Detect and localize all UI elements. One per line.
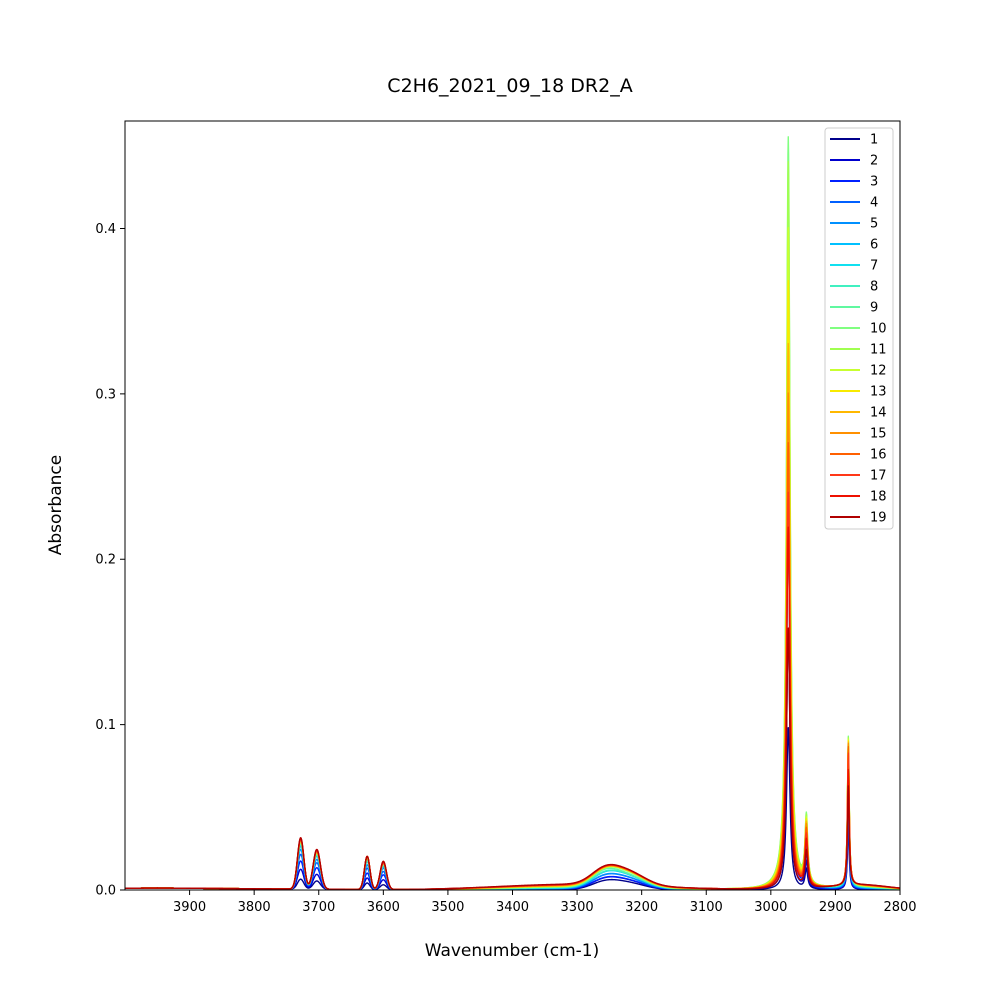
legend-item: 19 bbox=[830, 511, 887, 526]
x-tick-label: 3700 bbox=[302, 900, 335, 915]
y-tick-label: 0.1 bbox=[95, 718, 116, 733]
legend-label: 14 bbox=[870, 406, 887, 421]
legend-item: 18 bbox=[830, 490, 887, 505]
legend-label: 13 bbox=[870, 385, 887, 400]
legend-item: 7 bbox=[830, 259, 878, 274]
x-tick-label: 3900 bbox=[173, 900, 206, 915]
x-tick-label: 3500 bbox=[431, 900, 464, 915]
legend-label: 16 bbox=[870, 448, 887, 463]
legend-label: 6 bbox=[870, 238, 878, 253]
legend-label: 19 bbox=[870, 511, 887, 526]
y-tick-label: 0.3 bbox=[95, 387, 116, 402]
y-tick-label: 0.2 bbox=[95, 553, 116, 568]
legend-item: 10 bbox=[830, 322, 887, 337]
x-tick-label: 3100 bbox=[690, 900, 723, 915]
x-tick-label: 3600 bbox=[367, 900, 400, 915]
y-axis-label: Absorbance bbox=[46, 455, 66, 555]
legend-label: 9 bbox=[870, 301, 878, 316]
x-tick-label: 3300 bbox=[561, 900, 594, 915]
legend-item: 6 bbox=[830, 238, 878, 253]
legend-item: 1 bbox=[830, 133, 878, 148]
y-tick-label: 0.4 bbox=[95, 222, 116, 237]
legend-item: 13 bbox=[830, 385, 887, 400]
legend-label: 1 bbox=[870, 133, 878, 148]
legend-label: 17 bbox=[870, 469, 887, 484]
x-tick-label: 3000 bbox=[754, 900, 787, 915]
legend-label: 5 bbox=[870, 217, 878, 232]
legend-item: 12 bbox=[830, 364, 887, 379]
y-tick-label: 0.0 bbox=[95, 884, 116, 899]
legend-label: 15 bbox=[870, 427, 887, 442]
x-axis-label: Wavenumber (cm-1) bbox=[425, 941, 600, 961]
x-tick-label: 3400 bbox=[496, 900, 529, 915]
x-tick-label: 2900 bbox=[819, 900, 852, 915]
y-axis: 0.0 0.1 0.2 0.3 0.4 bbox=[95, 222, 125, 899]
legend-label: 18 bbox=[870, 490, 887, 505]
x-axis: 3900 3800 3700 3600 3500 3400 3300 3200 3100 3000… bbox=[173, 890, 917, 915]
legend-item: 2 bbox=[830, 154, 878, 169]
legend-label: 4 bbox=[870, 196, 878, 211]
series-layer bbox=[125, 136, 900, 890]
legend-label: 8 bbox=[870, 280, 878, 295]
x-tick-label: 3800 bbox=[238, 900, 271, 915]
legend-label: 3 bbox=[870, 175, 878, 190]
legend-item: 16 bbox=[830, 448, 887, 463]
series-line-19 bbox=[125, 627, 900, 890]
legend-item: 3 bbox=[830, 175, 878, 190]
legend-item: 4 bbox=[830, 196, 878, 211]
legend-item: 9 bbox=[830, 301, 878, 316]
chart-title: C2H6_2021_09_18 DR2_A bbox=[387, 75, 632, 97]
legend-item: 5 bbox=[830, 217, 878, 232]
legend-label: 11 bbox=[870, 343, 887, 358]
x-tick-label: 3200 bbox=[625, 900, 658, 915]
legend-label: 10 bbox=[870, 322, 887, 337]
legend-label: 12 bbox=[870, 364, 887, 379]
legend-label: 2 bbox=[870, 154, 878, 169]
legend-item: 11 bbox=[830, 343, 887, 358]
legend-item: 17 bbox=[830, 469, 887, 484]
legend-item: 8 bbox=[830, 280, 878, 295]
legend-item: 14 bbox=[830, 406, 887, 421]
legend-label: 7 bbox=[870, 259, 878, 274]
legend-item: 15 bbox=[830, 427, 887, 442]
x-tick-label: 2800 bbox=[883, 900, 916, 915]
